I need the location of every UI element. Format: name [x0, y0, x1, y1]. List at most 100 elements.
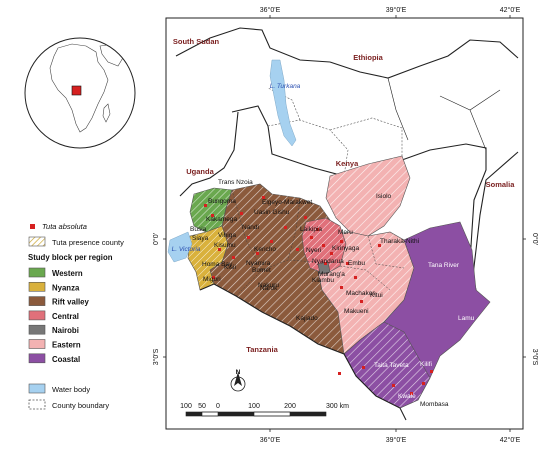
county-label-makueni: Makueni — [344, 308, 369, 315]
legend-label-eastern: Eastern — [52, 341, 81, 350]
legend-water-swatch — [28, 383, 46, 394]
coord-right-0: 0°0' — [531, 233, 539, 245]
north-arrow: N — [230, 369, 246, 392]
county-label-bomet: Bomet — [252, 267, 271, 274]
coord-bottom-36e: 36°0'E — [260, 436, 281, 444]
legend-tuta-label: Tuta absoluta — [42, 222, 87, 231]
legend-region-list: Western Nyanza Rift valley Central Nairobi Ea… — [28, 267, 89, 364]
scale-tick-1: 50 — [198, 403, 206, 410]
county-label-bungoma: Bungoma — [208, 198, 236, 205]
globe-inset — [24, 37, 136, 149]
legend-label-coastal: Coastal — [52, 355, 80, 364]
coord-left-0: 0°0' — [152, 233, 160, 245]
county-label-kisii: Kisii — [224, 264, 236, 271]
scale-tick-0: 100 — [180, 403, 192, 410]
county-label-murang-a: Murang'a — [318, 271, 345, 278]
scale-tick-5: 300 km — [326, 403, 349, 410]
country-label-south-sudan: South Sudan — [173, 37, 220, 46]
county-label-nyandarua: Nyandarua — [312, 258, 344, 265]
scale-bar: 100 50 0 100 200 300 km — [180, 403, 349, 417]
lake-turkana — [269, 59, 297, 147]
kenya-tanzania-border — [199, 283, 407, 421]
county-label-isiolo: Isiolo — [376, 193, 392, 200]
coord-bottom-39e: 39°0'E — [386, 436, 407, 444]
tuta-points — [204, 196, 433, 395]
water-label-victoria: L. Victoria — [172, 246, 201, 253]
legend-swatch-rift-valley — [28, 296, 46, 306]
legend: Tuta absoluta Tuta presence county Study… — [28, 222, 124, 410]
coord-bottom-42e: 42°0'E — [500, 436, 521, 444]
frame-ticks — [163, 15, 526, 432]
coord-top-42e: 42°0'E — [500, 6, 521, 14]
legend-water-label: Water body — [52, 385, 90, 394]
country-borders — [175, 27, 519, 301]
county-label-kilifi: Kilifi — [420, 361, 432, 368]
legend-presence-label: Tuta presence county — [52, 238, 124, 247]
legend-swatch-coastal — [28, 353, 46, 364]
county-label-laikipia: Laikipia — [300, 226, 322, 233]
county-label-kiambu: Kiambu — [312, 277, 334, 284]
county-label-homa-bay: Homa Bay — [202, 261, 233, 268]
county-label-elgeyo-marakwet: Elgeyo-Marakwet — [262, 199, 312, 206]
county-label-kirinyaga: Kirinyaga — [332, 245, 359, 252]
county-label-kakamega: Kakamega — [206, 216, 237, 223]
county-label-nakuru: Nakuru — [258, 282, 279, 289]
legend-tuta-symbol — [30, 224, 35, 229]
water-label-turkana: L. Turkana — [270, 83, 301, 90]
legend-label-nyanza: Nyanza — [52, 283, 80, 292]
legend-swatch-nyanza — [28, 281, 46, 292]
coord-top-39e: 39°0'E — [386, 6, 407, 14]
county-label-taita-taveta: Taita Taveta — [374, 362, 409, 369]
legend-county-boundary-label: County boundary — [52, 401, 109, 410]
coord-left-3s: 3°0'S — [152, 348, 160, 365]
region-nyanza — [187, 225, 229, 291]
north-label: N — [236, 369, 241, 376]
county-label-trans-nzoia: Trans Nzoia — [218, 179, 253, 186]
county-label-busia: Busia — [190, 226, 207, 233]
legend-swatch-western — [28, 267, 46, 278]
county-label-meru: Meru — [338, 229, 353, 236]
county-label-tharaka-nithi: Tharaka-Nithi — [380, 238, 419, 245]
country-label-somalia: Somalia — [486, 180, 516, 189]
legend-label-central: Central — [52, 312, 79, 321]
county-label-kisumu: Kisumu — [214, 242, 236, 249]
county-labels: Trans Nzoia Bungoma Elgeyo-Marakwet Uasin G… — [190, 179, 475, 408]
country-label-kenya: Kenya — [336, 159, 359, 168]
coord-right-3s: 3°0'S — [531, 349, 539, 366]
county-label-kericho: Kericho — [254, 246, 276, 253]
scale-tick-2: 0 — [216, 403, 220, 410]
county-label-mombasa: Mombasa — [420, 401, 449, 408]
county-label-vihiga: Vihiga — [218, 232, 236, 239]
lake-victoria — [167, 231, 193, 263]
legend-county-boundary-swatch — [28, 399, 46, 410]
county-label-machakos: Machakos — [346, 290, 376, 297]
country-label-uganda: Uganda — [186, 167, 214, 176]
country-label-ethiopia: Ethiopia — [353, 53, 383, 62]
county-label-uasin-gishu: Uasin Gishu — [254, 209, 290, 216]
legend-label-nairobi: Nairobi — [52, 326, 79, 335]
county-label-embu: Embu — [348, 260, 365, 267]
county-label-kwale: Kwale — [398, 393, 416, 400]
coord-top-36e: 36°0'E — [260, 6, 281, 14]
legend-label-rift-valley: Rift valley — [52, 298, 89, 307]
scale-tick-3: 100 — [248, 403, 260, 410]
county-label-nandi: Nandi — [242, 224, 259, 231]
legend-presence-swatch — [28, 236, 46, 247]
county-label-migori: Migori — [203, 276, 221, 283]
southern-county-boundaries — [231, 189, 405, 297]
county-label-kitui: Kitui — [370, 292, 383, 299]
legend-swatch-nairobi — [28, 324, 46, 335]
county-label-nyamira: Nyamira — [246, 260, 271, 267]
legend-swatch-central — [28, 310, 46, 321]
county-label-lamu: Lamu — [458, 315, 475, 322]
county-label-narok: Narok — [260, 285, 278, 292]
scale-tick-4: 200 — [284, 403, 296, 410]
legend-swatch-eastern — [28, 339, 46, 349]
legend-label-western: Western — [52, 269, 83, 278]
region-isiolo — [325, 155, 411, 237]
legend-study-title: Study block per region — [28, 253, 113, 262]
county-label-tana-river: Tana River — [428, 262, 460, 269]
country-label-tanzania: Tanzania — [246, 345, 278, 354]
inset-kenya-marker — [71, 85, 82, 96]
